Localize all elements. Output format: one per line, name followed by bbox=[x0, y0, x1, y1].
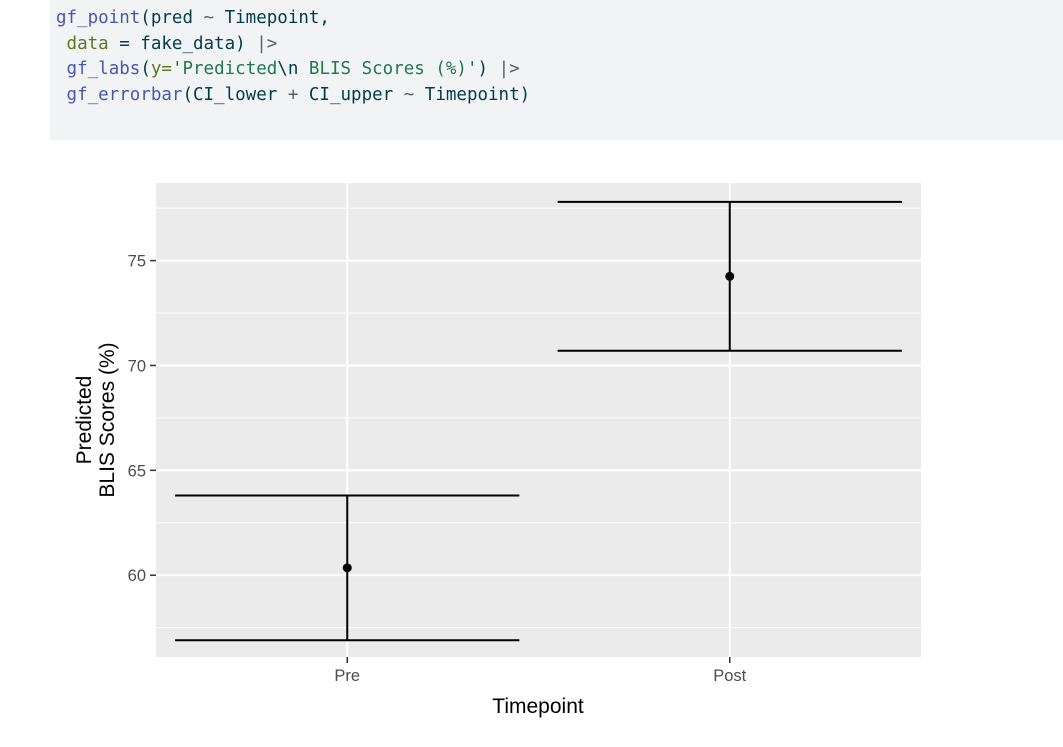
minor-gridlines bbox=[156, 207, 921, 629]
code-token bbox=[56, 34, 67, 54]
code-token: Timepoint) bbox=[414, 84, 531, 105]
code-token: data bbox=[66, 33, 109, 54]
code-token: Timepoint, bbox=[214, 8, 330, 28]
y-tick-label: 60 bbox=[128, 567, 146, 585]
data-point bbox=[342, 563, 352, 573]
code-token: ) bbox=[477, 59, 499, 79]
y-tick-label: 65 bbox=[128, 462, 146, 480]
code-token: gf_point bbox=[56, 8, 141, 28]
errorbars bbox=[175, 200, 902, 642]
code-token bbox=[56, 59, 67, 79]
y-tick-label: 75 bbox=[128, 253, 146, 271]
plot-panel bbox=[156, 183, 921, 657]
code-block: gf_point(pred ~ Timepoint, data = fake_d… bbox=[50, 0, 1063, 140]
code-token: |> bbox=[498, 59, 520, 79]
x-axis: Pre Post bbox=[334, 657, 747, 685]
code-line: gf_errorbar(CI_lower + CI_upper ~ Timepo… bbox=[56, 83, 1063, 109]
code-line: data = fake_data) |> bbox=[56, 32, 1063, 58]
code-token: (CI_lower bbox=[182, 84, 288, 105]
y-axis: 60 65 70 75 bbox=[128, 253, 156, 585]
code-token: + bbox=[287, 84, 299, 105]
code-token: ( bbox=[140, 59, 151, 79]
data-point bbox=[725, 271, 735, 281]
y-tick-label: 70 bbox=[128, 357, 146, 375]
points bbox=[342, 271, 735, 573]
x-tick-label: Pre bbox=[334, 667, 360, 685]
x-axis-title: Timepoint bbox=[492, 695, 584, 718]
code-token: ~ bbox=[403, 84, 415, 105]
code-token: ~ bbox=[203, 8, 215, 28]
code-token: CI_upper bbox=[298, 84, 404, 105]
code-token: y= bbox=[150, 59, 172, 79]
chart: 60 65 70 75 Pre Post Timepoint Predicted BLI… bbox=[73, 183, 921, 718]
code-line: gf_point(pred ~ Timepoint, bbox=[56, 6, 1063, 32]
y-axis-title-line-2: BLIS Scores (%) bbox=[96, 342, 119, 497]
code-token bbox=[56, 85, 67, 105]
x-tick-label: Post bbox=[713, 667, 746, 685]
code-token: \n bbox=[277, 59, 299, 79]
code-line: gf_labs(y='Predicted\n BLIS Scores (%)')… bbox=[56, 57, 1063, 83]
code-token: gf_labs bbox=[66, 59, 141, 79]
code-token: BLIS Scores (%)' bbox=[298, 59, 478, 79]
y-axis-title-line-1: Predicted bbox=[73, 376, 96, 465]
code-token: (pred bbox=[140, 8, 204, 28]
code-token: gf_errorbar bbox=[66, 84, 183, 105]
code-token: = fake_data) bbox=[108, 33, 257, 54]
code-token: |> bbox=[256, 33, 278, 54]
code-token: 'Predicted bbox=[171, 59, 278, 79]
